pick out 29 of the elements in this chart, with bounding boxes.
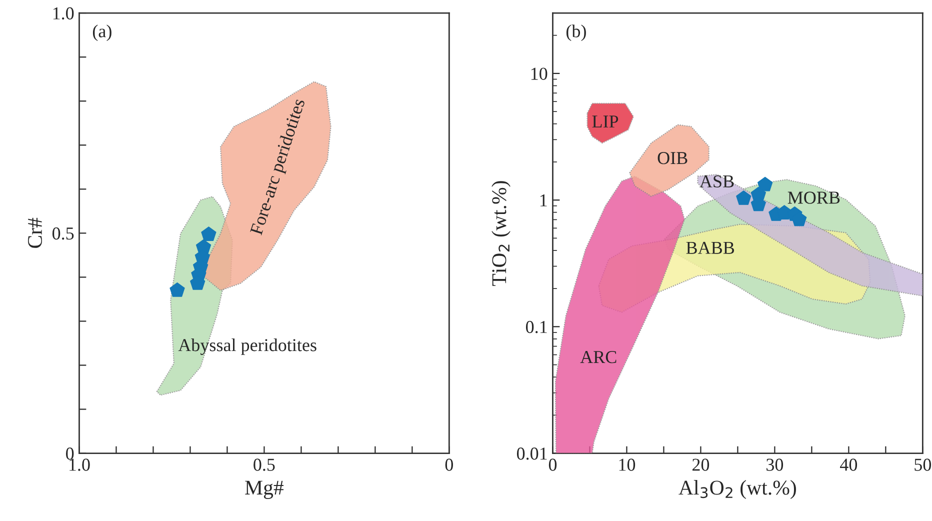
series-label: OIB: [658, 152, 688, 164]
series-label: ASB: [700, 175, 734, 188]
x-tick-label: 0: [445, 458, 453, 471]
x-tick-label: 0: [548, 458, 557, 471]
series-label: BABB: [686, 242, 734, 254]
x-tick-label: 10: [619, 458, 636, 471]
series-label: MORB: [788, 192, 840, 204]
y-tick-label: 1: [540, 194, 547, 206]
annotation: (a): [92, 24, 112, 42]
x-tick-label: 1.0: [70, 458, 90, 471]
y-tick-label: 10: [531, 68, 548, 80]
x-tick-label: 20: [692, 458, 710, 471]
series-label: Abyssal peridotites: [178, 338, 316, 355]
x-tick-label: 50: [914, 458, 932, 471]
x-tick-label: 0.5: [254, 458, 275, 471]
annotation: (b): [566, 24, 586, 42]
series-label: LIP: [592, 116, 618, 128]
series-label: ARC: [580, 351, 616, 364]
y-axis-title: TiO$_{2}$ (wt.%): [492, 181, 510, 286]
y-tick-label: 1.0: [53, 7, 74, 20]
y-tick-label: 0.5: [52, 227, 74, 240]
y-tick-label: 0.1: [526, 320, 547, 334]
x-axis-title: Al$_{3}$O$_{2}$ (wt.%): [678, 480, 796, 499]
x-axis-title: Mg#: [245, 480, 284, 499]
y-tick-label: 0.01: [516, 448, 547, 460]
y-tick-label: 0: [66, 448, 74, 460]
y-axis-title: Cr#: [28, 218, 42, 248]
x-tick-label: 30: [766, 458, 784, 471]
x-tick-label: 40: [840, 458, 858, 471]
